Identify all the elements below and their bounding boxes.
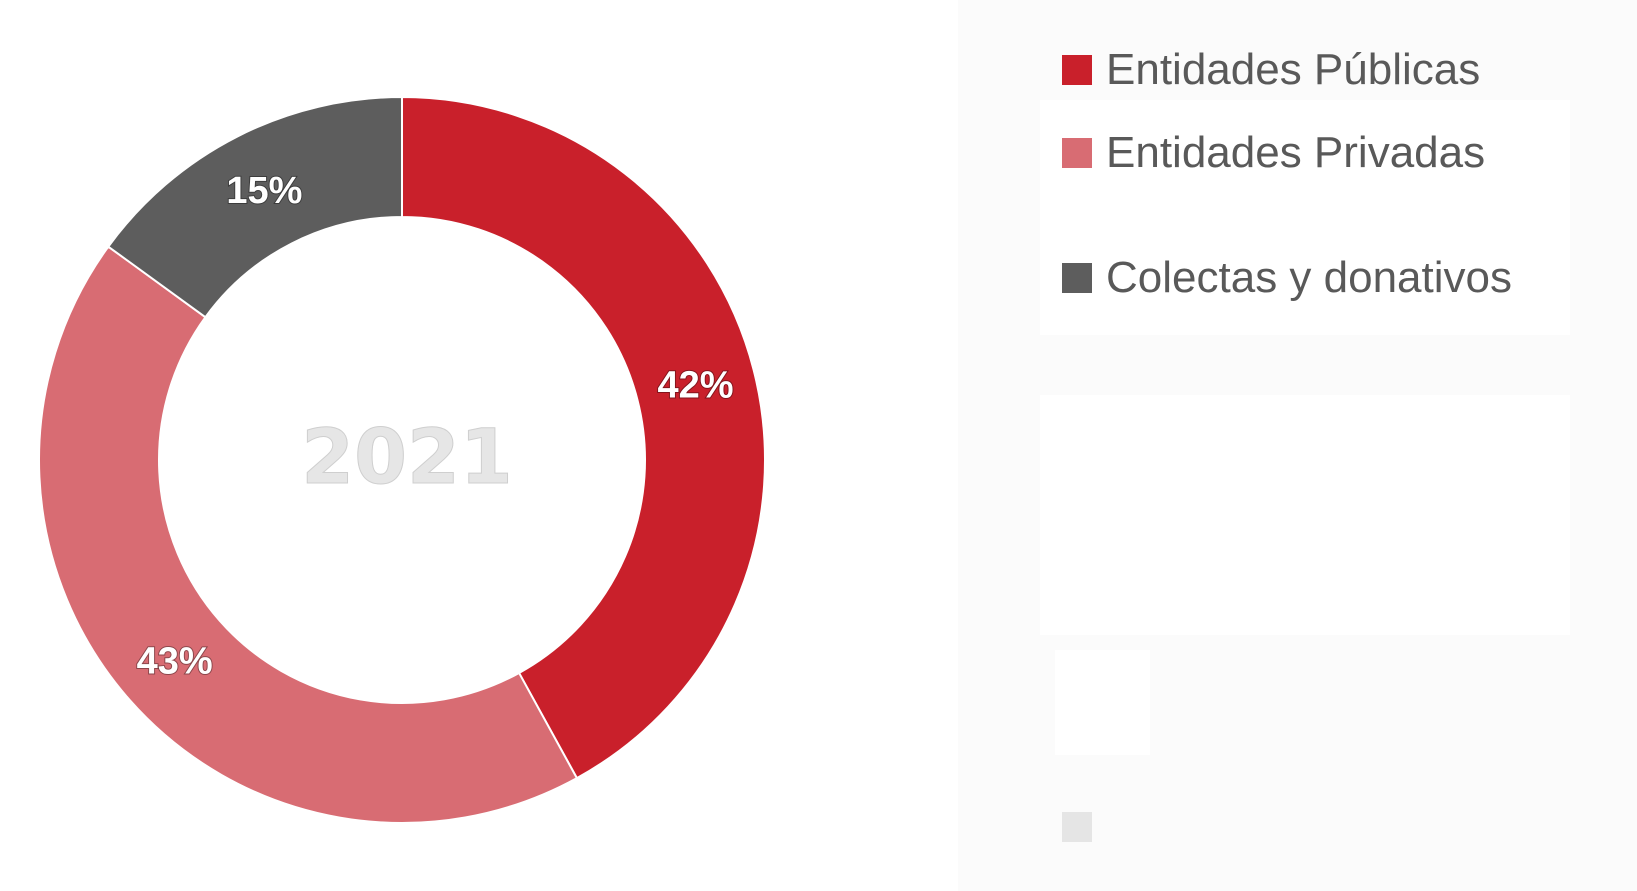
donut-slice-labels: 42% 43% 15%: [136, 169, 735, 683]
legend-swatch-entidades-privadas: [1062, 138, 1092, 168]
center-year-label: 2021: [301, 412, 513, 501]
donut-slice-entidades-privadas: [38, 245, 579, 824]
donut-slice-colectas-y-donativos: [106, 95, 403, 319]
empty-panel-block: [1040, 395, 1570, 635]
donut-slices: [38, 95, 766, 824]
donut-slice-entidades-p-blicas: [401, 95, 766, 780]
legend-swatch-colectas-donativos: [1062, 263, 1092, 293]
legend-swatch-entidades-publicas: [1062, 55, 1092, 85]
donut-chart: 42% 43% 15% 2021: [38, 95, 766, 824]
slice-label-entidades-p-blicas: 42%: [657, 365, 733, 407]
legend-label-entidades-privadas: Entidades Privadas: [1106, 128, 1486, 177]
legend-item-entidades-publicas: Entidades Públicas: [1062, 45, 1480, 95]
slice-label-entidades-privadas: 43%: [137, 640, 213, 682]
legend-label-colectas-donativos: Colectas y donativos: [1106, 253, 1512, 302]
legend-item-colectas-donativos: Colectas y donativos: [1062, 253, 1512, 303]
legend-swatch-empty: [1062, 812, 1092, 842]
donut-chart-area: 42% 43% 15% 2021: [38, 95, 766, 824]
legend-item-entidades-privadas: Entidades Privadas: [1062, 128, 1485, 178]
legend-backdrop: [1040, 100, 1570, 335]
slice-label-colectas-y-donativos: 15%: [226, 170, 302, 212]
legend-label-entidades-publicas: Entidades Públicas: [1106, 45, 1481, 94]
empty-panel-square: [1055, 650, 1150, 755]
